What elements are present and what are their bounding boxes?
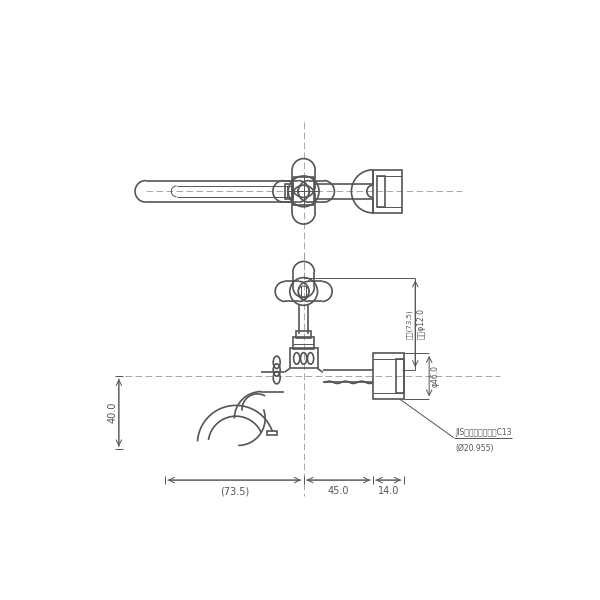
Bar [396,359,404,393]
Bar [268,431,277,436]
Bar [373,170,402,213]
Text: (Ø20.955): (Ø20.955) [455,444,494,453]
Text: 14.0: 14.0 [377,486,399,496]
Bar [290,349,317,368]
Bar [287,186,292,197]
Bar [285,184,293,199]
Bar [373,353,404,399]
Bar [296,331,311,338]
Text: 水刀(73.5): 水刀(73.5) [406,309,412,338]
Text: 40.0: 40.0 [107,402,118,424]
Text: 内径φ12.0: 内径φ12.0 [417,308,426,339]
Bar [377,176,385,207]
Text: φ46.0: φ46.0 [431,365,440,387]
Text: (73.5): (73.5) [220,486,249,496]
Text: 45.0: 45.0 [328,486,349,496]
Bar [293,337,314,349]
Text: JIS給水栓取付ねじC13: JIS給水栓取付ねじC13 [455,428,512,437]
